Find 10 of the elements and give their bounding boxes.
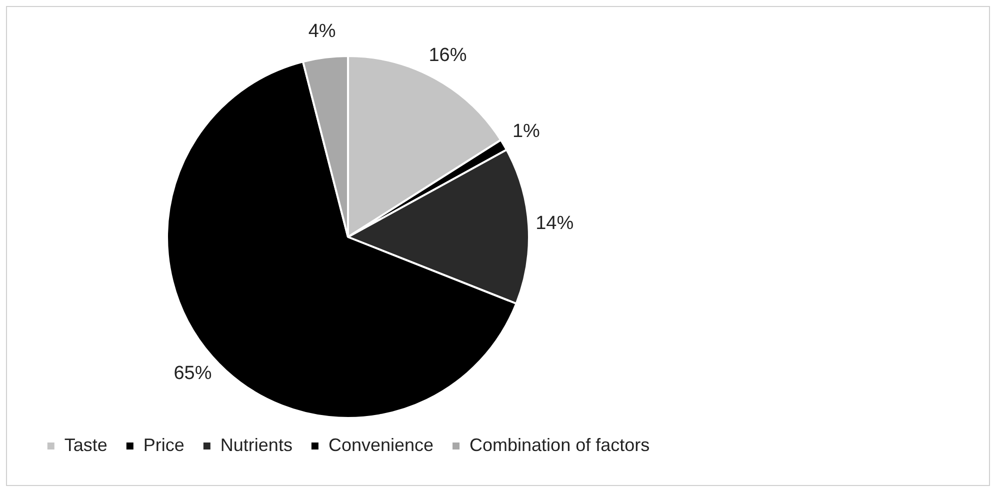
data-label: 14%	[536, 213, 574, 234]
data-label: 1%	[512, 120, 540, 142]
legend-label: Combination of factors	[470, 434, 650, 455]
data-label: 65%	[174, 363, 212, 384]
data-label: 4%	[308, 20, 336, 42]
legend-label: Convenience	[328, 434, 434, 455]
legend-label: Price	[143, 434, 184, 455]
legend-label: Taste	[64, 434, 108, 455]
legend-label: Nutrients	[220, 434, 292, 455]
data-label: 16%	[428, 44, 467, 66]
